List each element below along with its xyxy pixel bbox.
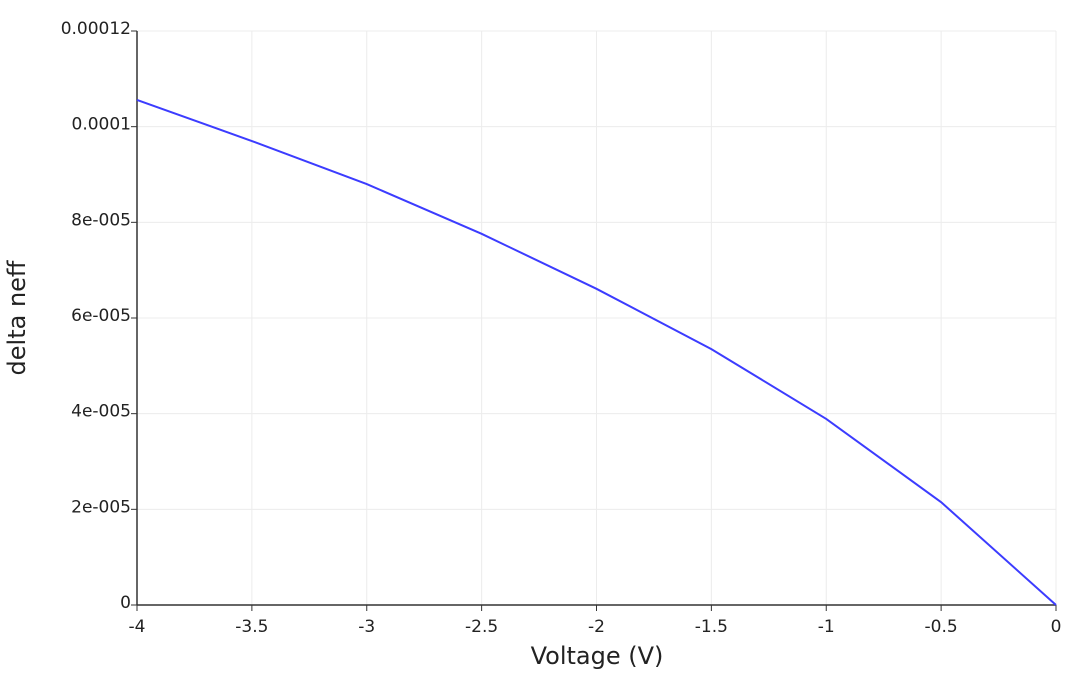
x-tick-label: -2.5 bbox=[465, 617, 498, 637]
y-tick-label: 0.0001 bbox=[72, 115, 131, 135]
x-tick-label: -3 bbox=[358, 617, 375, 637]
y-tick-label: 0 bbox=[120, 593, 131, 613]
x-tick-label: -3.5 bbox=[235, 617, 268, 637]
x-axis-label: Voltage (V) bbox=[531, 642, 664, 670]
data-line bbox=[136, 98, 1057, 606]
x-tick-label: -2 bbox=[588, 617, 605, 637]
y-tick-label: 6e-005 bbox=[71, 306, 131, 326]
x-tick-label: -1.5 bbox=[695, 617, 728, 637]
x-tick-label: 0 bbox=[1051, 617, 1062, 637]
x-tick-label: -0.5 bbox=[925, 617, 958, 637]
y-tick-label: 4e-005 bbox=[71, 402, 131, 422]
y-tick-label: 0.00012 bbox=[61, 19, 131, 39]
y-tick-label: 2e-005 bbox=[71, 497, 131, 517]
x-tick-label: -1 bbox=[818, 617, 835, 637]
y-axis-label: delta neff bbox=[3, 260, 31, 375]
x-tick-label: -4 bbox=[129, 617, 146, 637]
y-tick-label: 8e-005 bbox=[71, 210, 131, 230]
